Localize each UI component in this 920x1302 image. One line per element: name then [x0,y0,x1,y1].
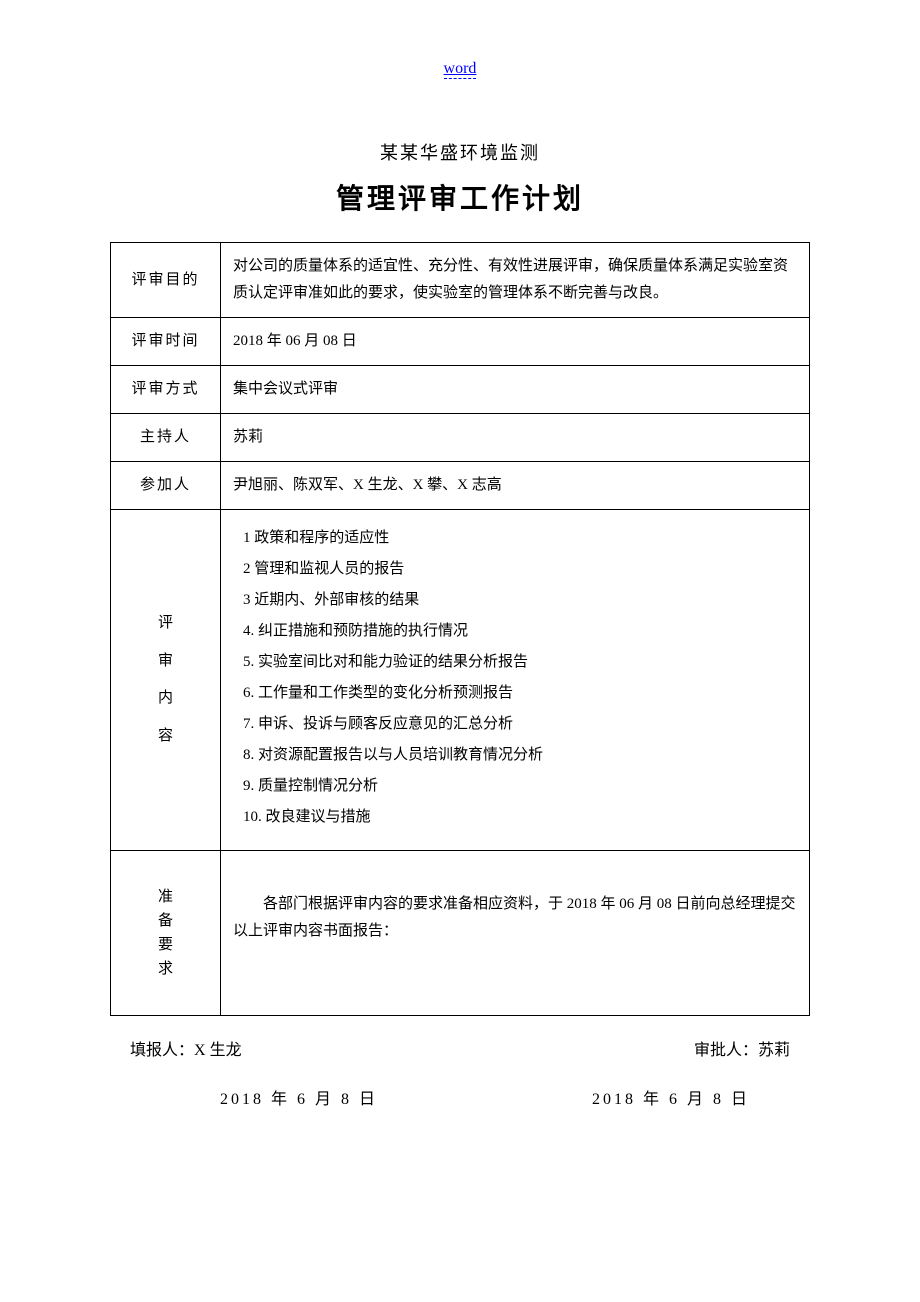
approver-info: 审批人：苏莉 [694,1036,790,1060]
row-label-host: 主持人 [111,414,221,462]
list-item: 7. 申诉、投诉与顾客反应意见的汇总分析 [233,711,797,738]
row-label-participants: 参加人 [111,462,221,510]
reporter-info: 填报人：X 生龙 [130,1036,242,1060]
list-item: 1 政策和程序的适应性 [233,525,797,552]
table-row-preparation: 准 备 要 求 各部门根据评审内容的要求准备相应资料，于 2018 年 06 月… [111,851,810,1016]
row-content-participants: 尹旭丽、陈双军、X 生龙、X 攀、X 志高 [221,462,810,510]
table-row: 评审方式 集中会议式评审 [111,366,810,414]
row-content-time: 2018 年 06 月 08 日 [221,318,810,366]
row-content-host: 苏莉 [221,414,810,462]
row-label-method: 评审方式 [111,366,221,414]
row-content-method: 集中会议式评审 [221,366,810,414]
list-item: 10. 改良建议与措施 [233,804,797,831]
row-content-preparation: 各部门根据评审内容的要求准备相应资料，于 2018 年 06 月 08 日前向总… [221,851,810,1016]
date-left: 2018 年 6 月 8 日 [220,1085,378,1109]
footer-signatures: 填报人：X 生龙 审批人：苏莉 [110,1036,810,1060]
row-label-review-content: 评 审 内 容 [111,510,221,851]
reporter-label: 填报人： [130,1042,194,1059]
table-row: 评审目的 对公司的质量体系的适宜性、充分性、有效性进展评审，确保质量体系满足实验… [111,243,810,318]
row-label-purpose: 评审目的 [111,243,221,318]
table-row: 主持人 苏莉 [111,414,810,462]
approver-label: 审批人： [694,1042,758,1059]
vertical-char: 容 [121,718,210,756]
vertical-char: 评 [121,605,210,643]
document-title: 管理评审工作计划 [110,177,810,217]
table-row: 参加人 尹旭丽、陈双军、X 生龙、X 攀、X 志高 [111,462,810,510]
vertical-char: 求 [121,957,210,981]
document-subtitle: 某某华盛环境监测 [110,139,810,165]
review-plan-table: 评审目的 对公司的质量体系的适宜性、充分性、有效性进展评审，确保质量体系满足实验… [110,242,810,1016]
row-content-review-items: 1 政策和程序的适应性 2 管理和监视人员的报告 3 近期内、外部审核的结果 4… [221,510,810,851]
row-content-purpose: 对公司的质量体系的适宜性、充分性、有效性进展评审，确保质量体系满足实验室资质认定… [221,243,810,318]
list-item: 2 管理和监视人员的报告 [233,556,797,583]
list-item: 4. 纠正措施和预防措施的执行情况 [233,618,797,645]
vertical-char: 要 [121,933,210,957]
footer-dates: 2018 年 6 月 8 日 2018 年 6 月 8 日 [110,1085,810,1109]
table-row: 评审时间 2018 年 06 月 08 日 [111,318,810,366]
reporter-name: X 生龙 [194,1042,242,1059]
date-right: 2018 年 6 月 8 日 [592,1085,750,1109]
list-item: 3 近期内、外部审核的结果 [233,587,797,614]
list-item: 6. 工作量和工作类型的变化分析预测报告 [233,680,797,707]
vertical-char: 内 [121,680,210,718]
list-item: 8. 对资源配置报告以与人员培训教育情况分析 [233,742,797,769]
vertical-char: 审 [121,643,210,681]
row-label-time: 评审时间 [111,318,221,366]
table-row-review-content: 评 审 内 容 1 政策和程序的适应性 2 管理和监视人员的报告 3 近期内、外… [111,510,810,851]
list-item: 9. 质量控制情况分析 [233,773,797,800]
header-link[interactable]: word [444,60,477,79]
row-label-preparation: 准 备 要 求 [111,851,221,1016]
vertical-char: 备 [121,909,210,933]
list-item: 5. 实验室间比对和能力验证的结果分析报告 [233,649,797,676]
approver-name: 苏莉 [758,1042,790,1059]
vertical-char: 准 [121,885,210,909]
footer-section: 填报人：X 生龙 审批人：苏莉 2018 年 6 月 8 日 2018 年 6 … [110,1036,810,1109]
